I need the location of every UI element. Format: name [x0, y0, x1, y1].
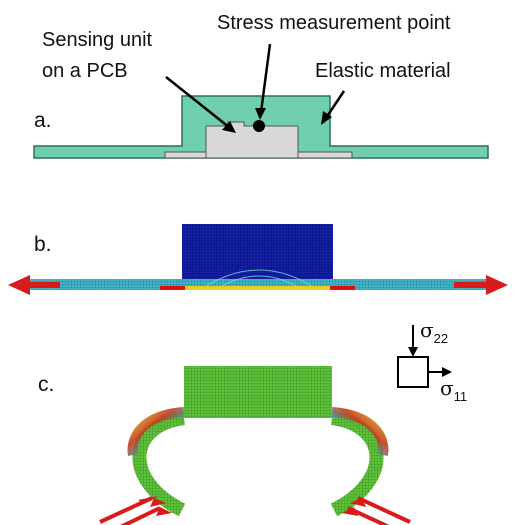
- panel-b-mesh: [8, 224, 508, 295]
- stress-element: [397, 325, 452, 388]
- sigma-11-subscript: 11: [453, 389, 468, 404]
- callout-arrows: [165, 43, 346, 133]
- label-stress-point: Stress measurement point: [217, 12, 451, 34]
- mesh-strip: [22, 279, 490, 290]
- stress-point-marker: [253, 120, 265, 132]
- panel-a-schematic: [33, 43, 489, 159]
- mesh-block-bent: [184, 366, 332, 418]
- bending-arrows: [99, 496, 411, 525]
- sigma-22-symbol: σ: [420, 318, 434, 342]
- label-sensing-unit-2: on a PCB: [42, 60, 128, 82]
- mesh-block: [182, 224, 333, 280]
- bent-arm-left: [132, 411, 186, 517]
- label-elastic-material: Elastic material: [315, 60, 451, 82]
- sigma-11-label: σ11: [440, 376, 468, 404]
- tension-arrows: [8, 275, 508, 295]
- panel-label-c: c.: [38, 373, 55, 396]
- label-sensing-unit-1: Sensing unit: [42, 29, 153, 51]
- sigma-22-subscript: 22: [433, 331, 449, 346]
- sigma-11-symbol: σ: [440, 376, 454, 400]
- bent-arm-right: [330, 411, 384, 517]
- panel-c-mesh: [99, 366, 411, 525]
- panel-label-a: a.: [34, 109, 52, 132]
- panel-label-b: b.: [34, 233, 52, 256]
- sigma-22-label: σ22: [420, 318, 449, 346]
- sensing-unit: [205, 121, 299, 159]
